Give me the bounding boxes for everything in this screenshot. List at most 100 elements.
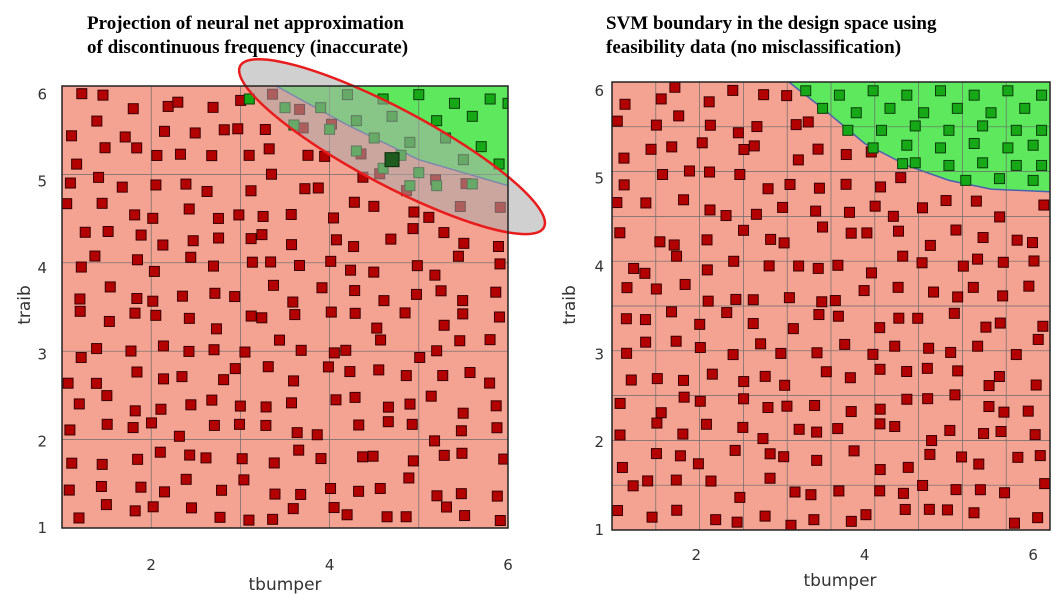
infeasible-point	[498, 453, 508, 465]
chart-2-title-line-1: SVM boundary in the design space using	[606, 13, 937, 34]
feasible-point	[850, 107, 862, 119]
infeasible-point	[892, 281, 904, 293]
infeasible-point	[950, 484, 962, 496]
infeasible-point	[679, 278, 691, 290]
feasible-point	[993, 173, 1005, 185]
feasible-point	[1010, 124, 1022, 136]
infeasible-point	[977, 232, 989, 244]
infeasible-point	[129, 209, 141, 221]
infeasible-point	[349, 391, 361, 403]
feasible-point	[817, 102, 829, 114]
infeasible-point	[408, 206, 420, 218]
infeasible-point	[972, 340, 984, 352]
infeasible-point	[162, 100, 174, 112]
y-tick-label: 5	[37, 172, 47, 190]
infeasible-point	[940, 195, 952, 207]
infeasible-point	[666, 306, 678, 318]
infeasible-point	[348, 196, 360, 208]
infeasible-point	[657, 168, 669, 180]
infeasible-point	[734, 168, 746, 180]
infeasible-point	[980, 321, 992, 333]
infeasible-point	[245, 185, 257, 197]
infeasible-point	[845, 227, 857, 239]
y-axis-label: traib	[15, 285, 35, 325]
infeasible-point	[738, 144, 750, 156]
infeasible-point	[974, 484, 986, 496]
infeasible-point	[373, 364, 385, 376]
y-tick-label: 3	[594, 345, 604, 363]
infeasible-point	[843, 206, 855, 218]
infeasible-point	[145, 417, 157, 429]
infeasible-point	[263, 143, 275, 155]
infeasible-point	[311, 429, 323, 441]
feasible-point	[909, 157, 921, 169]
infeasible-point	[763, 260, 775, 272]
infeasible-point	[809, 399, 821, 411]
infeasible-point	[267, 513, 279, 525]
infeasible-point	[464, 367, 476, 379]
infeasible-point	[916, 202, 928, 214]
infeasible-point	[385, 233, 397, 245]
infeasible-point	[614, 397, 626, 409]
feasible-point	[884, 102, 896, 114]
infeasible-point	[893, 312, 905, 324]
infeasible-point	[344, 366, 356, 378]
infeasible-point	[127, 103, 139, 115]
infeasible-point	[96, 197, 108, 209]
infeasible-point	[201, 185, 213, 197]
infeasible-point	[874, 403, 886, 415]
selected-point	[384, 152, 400, 168]
infeasible-point	[208, 419, 220, 431]
infeasible-point	[404, 398, 416, 410]
infeasible-point	[349, 285, 361, 297]
infeasible-point	[325, 483, 337, 495]
chart-2-title: SVM boundary in the design space using f…	[606, 12, 936, 60]
infeasible-point	[874, 363, 886, 375]
infeasible-point	[808, 514, 820, 526]
infeasible-point	[423, 211, 435, 223]
y-tick-label: 5	[594, 170, 604, 188]
infeasible-point	[287, 296, 299, 308]
infeasible-point	[100, 499, 112, 511]
infeasible-point	[135, 229, 147, 241]
infeasible-point	[129, 307, 141, 319]
feasible-point	[935, 142, 946, 154]
infeasible-point	[983, 380, 995, 392]
infeasible-point	[952, 291, 964, 303]
feasible-point	[918, 107, 930, 119]
infeasible-point	[779, 379, 791, 391]
infeasible-point	[95, 480, 107, 492]
infeasible-point	[867, 348, 879, 360]
infeasible-point	[983, 401, 995, 413]
infeasible-point	[945, 346, 957, 358]
infeasible-point	[967, 281, 979, 293]
chart-2-plot: 2 4 6 1 2 3 4 5 6 tbumper traib	[560, 81, 1051, 591]
infeasible-point	[901, 366, 913, 378]
y-axis-label: traib	[560, 285, 580, 325]
infeasible-point	[104, 281, 116, 293]
infeasible-point	[74, 305, 86, 317]
infeasible-point	[340, 344, 352, 356]
infeasible-point	[64, 424, 76, 436]
infeasible-point	[892, 225, 904, 237]
infeasible-point	[291, 427, 303, 439]
infeasible-point	[737, 421, 749, 433]
infeasible-point	[673, 110, 685, 122]
infeasible-point	[265, 168, 277, 180]
feasible-point	[876, 124, 888, 136]
infeasible-point	[287, 503, 299, 515]
infeasible-point	[157, 239, 169, 251]
infeasible-point	[625, 374, 637, 386]
infeasible-point	[861, 227, 873, 239]
grid	[612, 82, 1050, 530]
infeasible-point	[233, 418, 245, 430]
infeasible-point	[425, 390, 437, 402]
infeasible-point	[455, 425, 467, 437]
infeasible-point	[299, 183, 311, 195]
infeasible-point	[787, 323, 799, 335]
infeasible-point	[63, 484, 75, 496]
feasible-point	[935, 85, 946, 97]
infeasible-point	[683, 165, 695, 177]
infeasible-point	[268, 457, 280, 469]
